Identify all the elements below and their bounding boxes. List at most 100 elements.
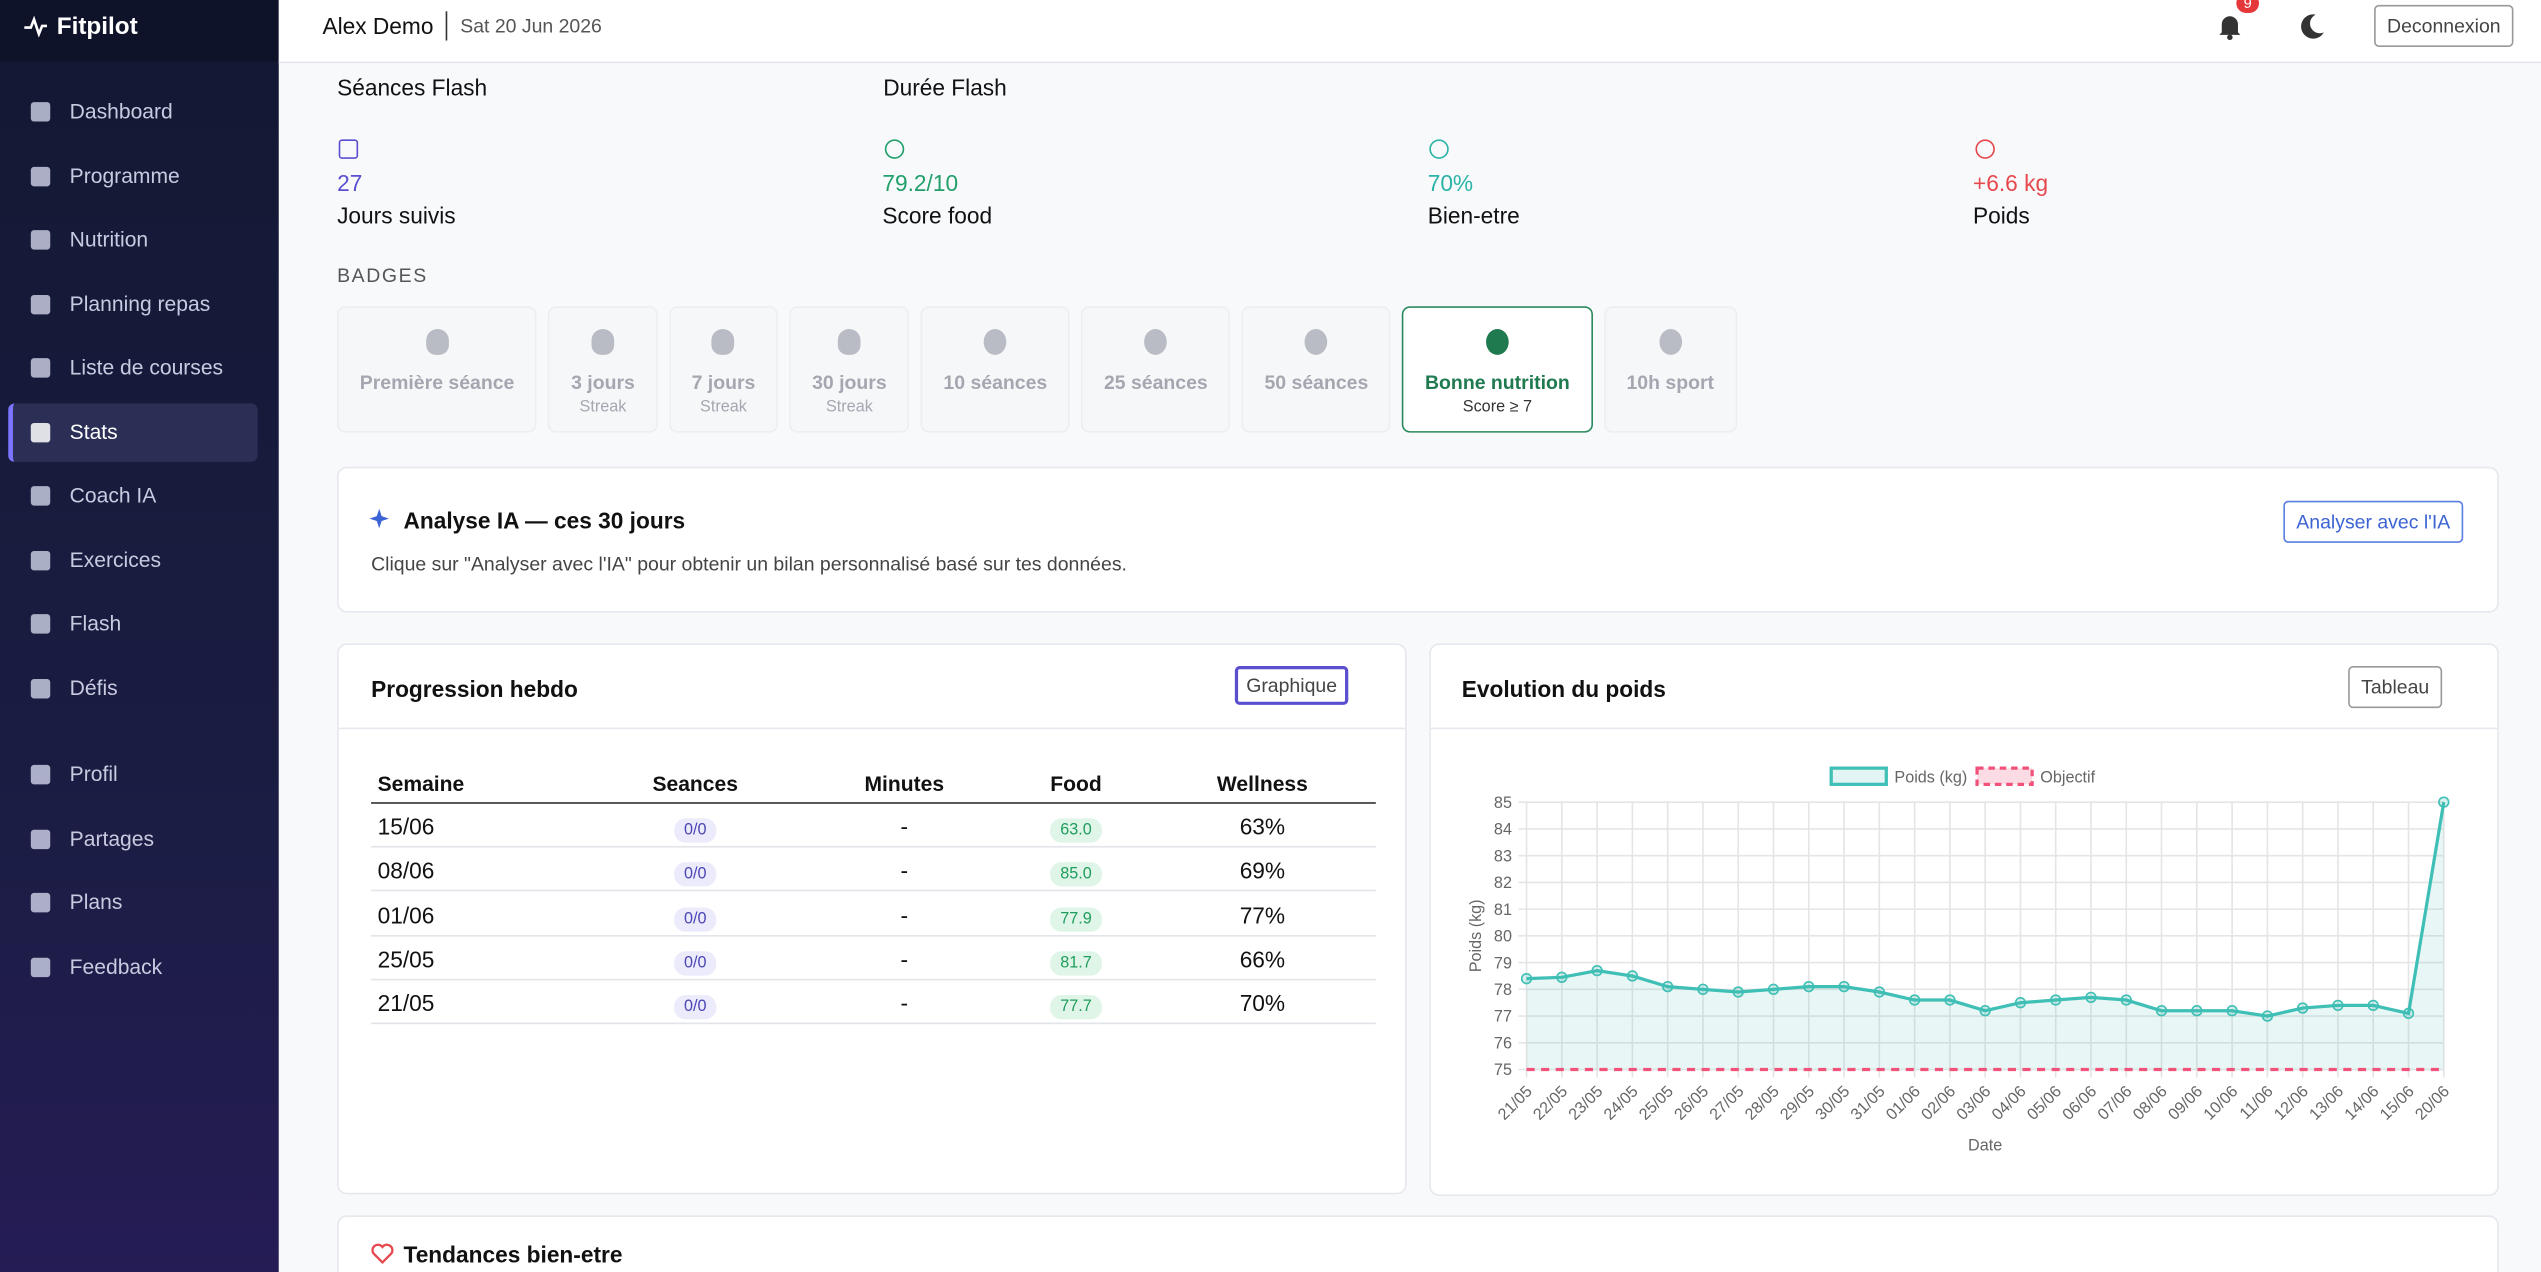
badge: 3 jours Streak xyxy=(548,306,658,433)
badge-icon xyxy=(425,328,449,355)
nav-item[interactable]: Profil xyxy=(69,761,118,786)
nav-item[interactable]: Programme xyxy=(69,162,180,188)
badge-icon xyxy=(1144,328,1168,355)
header: Alex Demo Sat 20 Jun 2026 9 Deconnexion xyxy=(278,0,2541,64)
x-tick-label: 28/05 xyxy=(1741,1082,1782,1123)
table-view-button[interactable]: Tableau xyxy=(2348,666,2443,709)
x-tick-label: 07/06 xyxy=(2094,1082,2135,1123)
x-tick-label: 21/05 xyxy=(1494,1082,1535,1123)
badge: 30 jours Streak xyxy=(789,306,910,433)
legend-label: Objectif xyxy=(2040,769,2095,787)
button-label: Graphique xyxy=(1246,674,1338,697)
stat-icon xyxy=(338,139,359,159)
table-rule xyxy=(371,890,1376,892)
badge-label: 10 séances xyxy=(943,371,1048,394)
weight-point xyxy=(1556,971,1568,983)
bell-icon[interactable] xyxy=(2215,11,2244,41)
weight-area xyxy=(1526,802,2444,1070)
table-pill-cell: 0/0 xyxy=(598,814,792,843)
nav-item[interactable]: Feedback xyxy=(69,953,163,978)
chart-view-button[interactable]: Graphique xyxy=(1234,666,1349,705)
weight-point xyxy=(2261,1010,2274,1022)
nav-icon xyxy=(30,294,51,314)
pill: 77.9 xyxy=(1050,906,1102,932)
analysis-text: Clique sur "Analyser avec l'IA" pour obt… xyxy=(371,552,1127,576)
nav-item[interactable]: Nutrition xyxy=(69,226,149,252)
weight-point xyxy=(2332,999,2344,1012)
table-cell: Food xyxy=(1050,771,1102,796)
logout-button[interactable]: Deconnexion xyxy=(2374,4,2514,47)
weight-point xyxy=(2155,1005,2168,1017)
nav-item[interactable]: Liste de courses xyxy=(69,354,224,380)
x-tick-label: 11/06 xyxy=(2236,1082,2277,1123)
badge-sub: Streak xyxy=(700,398,747,417)
x-tick-label: 03/06 xyxy=(1953,1082,1994,1123)
badge-icon xyxy=(838,328,861,355)
table-rule xyxy=(371,1022,1376,1025)
y-axis-label: Poids (kg) xyxy=(1467,899,1485,972)
progress-title: Progression hebdo xyxy=(371,675,578,702)
nav-icon xyxy=(30,892,51,913)
badge-icon xyxy=(591,328,615,355)
button-label: Tableau xyxy=(2361,675,2430,699)
y-tick-label: 83 xyxy=(1494,847,1512,865)
x-tick-label: 30/05 xyxy=(1812,1082,1853,1123)
badge-icon xyxy=(983,328,1007,355)
weight-point xyxy=(2402,1007,2415,1020)
nav-item[interactable]: Flash xyxy=(69,610,122,636)
stat-label: Score food xyxy=(882,202,993,229)
y-tick-label: 80 xyxy=(1494,928,1512,946)
badge-label: Bonne nutrition xyxy=(1425,371,1570,394)
weight-point xyxy=(2367,999,2379,1012)
table-cell: 77% xyxy=(1239,901,1286,928)
nav-item[interactable]: Exercices xyxy=(69,546,162,572)
nav-icon xyxy=(30,764,51,785)
table-cell: Wellness xyxy=(1216,771,1308,796)
heart-icon xyxy=(371,1243,394,1265)
table-cell: Minutes xyxy=(864,771,945,796)
y-tick-label: 77 xyxy=(1494,1008,1512,1026)
table-pill-cell: 0/0 xyxy=(598,902,792,932)
x-tick-label: 24/05 xyxy=(1600,1082,1641,1123)
nav-item[interactable]: Coach IA xyxy=(69,482,157,508)
nav-icon xyxy=(30,614,51,634)
nav-item[interactable]: Dashboard xyxy=(69,98,173,124)
weight-point xyxy=(1873,986,1885,998)
brand: Fitpilot xyxy=(56,12,138,41)
nav-item[interactable]: Plans xyxy=(69,889,123,914)
nav-item[interactable]: Partages xyxy=(69,825,155,850)
theme-toggle[interactable] xyxy=(2298,11,2327,40)
x-axis-label: Date xyxy=(1968,1137,2002,1155)
sparkle-icon xyxy=(369,508,389,529)
legend-swatch xyxy=(1975,766,2034,786)
weight-point xyxy=(2120,994,2132,1006)
weight-point xyxy=(1626,970,1639,982)
nav-item[interactable]: Planning repas xyxy=(69,290,211,316)
analyze-button[interactable]: Analyser avec l'IA xyxy=(2283,500,2464,543)
nav-item[interactable]: Défis xyxy=(69,674,118,700)
nav-icon xyxy=(30,422,51,442)
badge-row: Première séance 3 jours Streak 7 jours Strea… xyxy=(337,306,1737,433)
badge: 7 jours Streak xyxy=(668,306,779,433)
pill: 85.0 xyxy=(1050,862,1102,887)
table-cell: 15/06 xyxy=(377,813,435,840)
badge: 10 séances xyxy=(920,306,1070,433)
y-tick-label: 75 xyxy=(1494,1061,1512,1079)
x-tick-label: 04/06 xyxy=(1988,1082,2029,1123)
x-tick-label: 31/05 xyxy=(1847,1082,1888,1123)
x-tick-label: 06/06 xyxy=(2059,1082,2100,1123)
x-tick-label: 01/06 xyxy=(1883,1082,1924,1123)
nav-item[interactable]: Stats xyxy=(69,418,118,444)
brand-bar xyxy=(0,0,279,62)
x-tick-label: 26/05 xyxy=(1671,1082,1712,1123)
badge-label: 7 jours xyxy=(691,371,756,394)
y-tick-label: 79 xyxy=(1494,954,1512,972)
badge: 50 séances xyxy=(1241,306,1391,433)
nav-icon xyxy=(30,828,51,849)
table-cell: Seances xyxy=(652,771,738,796)
y-tick-label: 82 xyxy=(1494,874,1512,892)
nav-icon xyxy=(30,956,51,977)
stat-value: 27 xyxy=(337,170,363,197)
table-pill-cell: 81.7 xyxy=(979,946,1173,976)
weight-point xyxy=(2085,991,2097,1004)
